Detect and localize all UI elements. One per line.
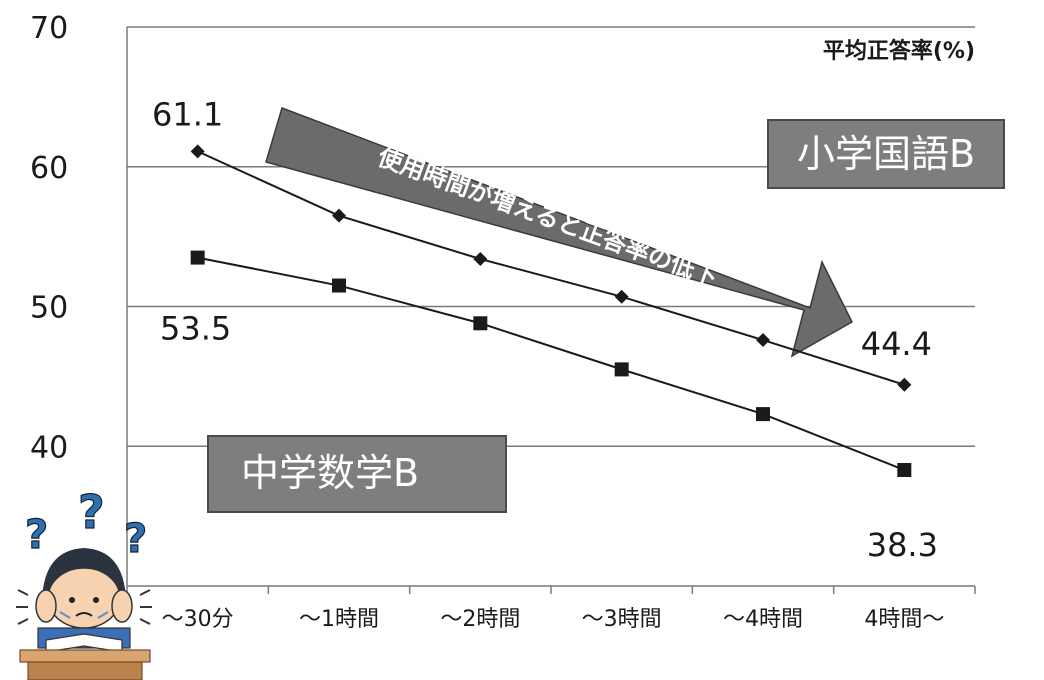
data-point-square xyxy=(897,463,912,478)
data-label: 61.1 xyxy=(152,95,223,133)
axes xyxy=(126,27,976,594)
data-point-square xyxy=(473,316,488,331)
question-mark-glyph: ? xyxy=(78,485,105,539)
series-line-2 xyxy=(197,256,905,471)
y-tick-label: 70 xyxy=(30,11,68,46)
x-tick-label: ～4時間 xyxy=(723,607,803,632)
legend-box-series-1: 小学国語B xyxy=(767,119,1005,189)
data-point-square xyxy=(756,407,770,422)
x-tick-label: ～30分 xyxy=(162,607,234,632)
x-tick-label: ～2時間 xyxy=(440,607,520,632)
data-point-diamond xyxy=(332,208,346,223)
question-mark-glyph: ? xyxy=(124,516,147,562)
trend-arrow: 使用時間が増えると正答率の低下 xyxy=(265,107,853,358)
x-tick-label: 4時間～ xyxy=(864,607,944,632)
x-tick-label: ～1時間 xyxy=(299,607,379,632)
y-tick-label: 60 xyxy=(30,151,68,186)
x-tick-label: ～3時間 xyxy=(582,607,662,632)
y-tick-label: 40 xyxy=(30,430,68,465)
data-label: 38.3 xyxy=(867,526,938,564)
data-label: 44.4 xyxy=(861,325,932,363)
data-point-diamond xyxy=(190,144,205,159)
data-label: 53.5 xyxy=(160,310,231,348)
series-line-1 xyxy=(197,150,905,386)
series-markers xyxy=(190,144,912,478)
series-lines xyxy=(197,150,905,471)
data-point-square xyxy=(332,278,346,293)
legend-box-series-2: 中学数学B xyxy=(207,435,507,513)
legend-label-series-1: 小学国語B xyxy=(797,132,975,176)
data-labels: 61.1 44.4 53.5 38.3 xyxy=(152,95,938,564)
data-point-diamond xyxy=(473,251,488,266)
legend-label-series-2: 中学数学B xyxy=(241,451,419,495)
data-point-diamond xyxy=(614,289,629,304)
y-tick-labels: 40 50 60 70 xyxy=(30,11,68,465)
x-tick-labels: ～30分 ～1時間 ～2時間 ～3時間 ～4時間 4時間～ xyxy=(162,607,945,632)
data-point-square xyxy=(614,362,629,377)
question-mark-glyph: ? xyxy=(25,512,48,558)
data-point-square xyxy=(190,250,205,265)
trend-arrow-shape xyxy=(265,107,853,358)
data-point-diamond xyxy=(897,377,912,392)
y-tick-label: 50 xyxy=(30,291,68,326)
data-point-diamond xyxy=(756,333,770,348)
trend-annotation: 使用時間が増えると正答率の低下 xyxy=(373,143,721,293)
y-axis-label: 平均正答率(%) xyxy=(823,38,975,64)
confused-student-icon: ? ? ? xyxy=(16,484,152,680)
